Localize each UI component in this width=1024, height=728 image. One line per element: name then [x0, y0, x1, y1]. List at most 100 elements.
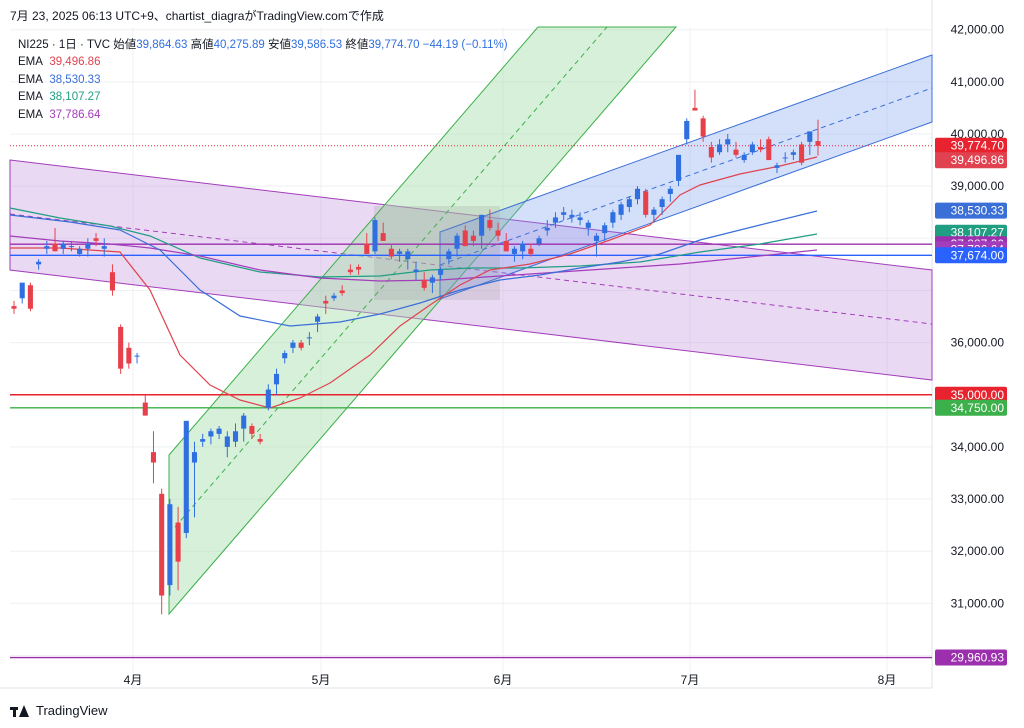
ema-value: 37,786.64 [49, 108, 101, 121]
price-tag [935, 152, 1007, 169]
x-tick-label: 8月 [878, 673, 897, 687]
price-tag-label: 39,496.86 [951, 153, 1005, 167]
candle-body [733, 149, 739, 155]
candle-body [700, 118, 706, 137]
price-tag-label: 37,674.00 [951, 248, 1005, 262]
price-tag-label: 35,000.00 [951, 388, 1005, 402]
ema-label: EMA [18, 108, 43, 121]
candle-body [85, 243, 91, 249]
symbol-label[interactable]: NI225 · 1日 · TVC [18, 39, 111, 51]
candle-body [331, 295, 337, 299]
price-tag [935, 399, 1007, 416]
ema-row[interactable]: EMA 38,530.33 [18, 72, 508, 89]
candle-body [118, 326, 124, 369]
ema-label: EMA [18, 73, 43, 86]
price-tag [935, 137, 1007, 154]
candle-body [372, 220, 378, 252]
ema-row[interactable]: EMA 38,107.27 [18, 89, 508, 106]
candle-body [19, 282, 25, 299]
x-tick-label: 5月 [312, 673, 331, 687]
candle-body [68, 246, 74, 248]
candle-body [479, 214, 485, 236]
candle-body [544, 227, 550, 231]
candle-body [462, 230, 468, 247]
candle-body [323, 300, 329, 304]
candle-body [774, 165, 780, 168]
candle-body [77, 248, 83, 254]
candle-body [273, 373, 280, 385]
candle-body [216, 428, 222, 434]
candle-body [60, 243, 66, 249]
descending-channel-midline [9, 213, 933, 325]
candle-body [356, 266, 362, 270]
candle-body [282, 353, 288, 359]
candle-body [93, 238, 99, 241]
y-tick-label: 41,000.00 [951, 75, 1005, 89]
candle-body [224, 436, 230, 447]
ema-line [9, 207, 818, 278]
candle-body [520, 243, 526, 252]
candle-body [167, 504, 173, 586]
candle-body [298, 342, 304, 348]
candle-body [618, 204, 624, 215]
ema-line [10, 156, 818, 409]
candle-body [421, 280, 427, 288]
candle-body [150, 452, 157, 463]
candle-body [495, 230, 501, 236]
candle-body [815, 141, 821, 146]
candle-body [347, 269, 353, 273]
brand-name: TradingView [36, 703, 108, 718]
candle-body [626, 199, 632, 208]
y-tick-label: 39,000.00 [951, 179, 1005, 193]
candle-body [265, 389, 271, 408]
candle-body [388, 248, 394, 257]
candle-body [708, 147, 714, 158]
candle-body [446, 251, 452, 260]
x-tick-label: 7月 [681, 673, 700, 687]
candle-body [807, 131, 813, 142]
candle-body [339, 290, 345, 294]
candle-body [470, 235, 476, 241]
y-tick-label: 42,000.00 [951, 23, 1005, 37]
y-tick-label: 31,000.00 [951, 596, 1005, 610]
candle-body [717, 144, 723, 153]
candle-body [454, 235, 460, 249]
candle-body [438, 269, 444, 275]
candle-body [200, 439, 206, 442]
price-tag-label: 39,774.70 [951, 139, 1005, 153]
candle-body [126, 347, 132, 364]
price-tag-label: 34,750.00 [951, 401, 1005, 415]
footer: TradingView [10, 703, 108, 718]
open-label: 始値 [113, 39, 137, 51]
candle-body [725, 139, 731, 145]
high-value: 40,275.89 [213, 39, 265, 51]
candle-body [561, 212, 567, 215]
candle-body [27, 285, 33, 309]
close-label: 終値 [345, 39, 369, 51]
candle-body [36, 261, 42, 265]
y-tick-label: 33,000.00 [951, 492, 1005, 506]
header-text: 7月 23, 2025 06:13 UTC+9、chartist_diagraが… [10, 9, 384, 23]
low-value: 39,586.53 [290, 39, 343, 51]
candle-body [134, 355, 140, 357]
candle-body [191, 452, 198, 463]
candle-body [249, 426, 255, 434]
price-tag [935, 247, 1007, 264]
close-value: 39,774.70 [368, 39, 420, 51]
ema-line [9, 210, 818, 327]
candle-body [11, 306, 17, 309]
candle-body [397, 251, 403, 254]
candle-body [257, 439, 263, 442]
candle-body [290, 342, 296, 348]
price-tag-label: 29,960.93 [951, 651, 1005, 665]
candle-body [799, 144, 805, 163]
candle-body [315, 316, 321, 322]
ema-row[interactable]: EMA 37,786.64 [18, 107, 508, 124]
candle-body [602, 225, 608, 234]
rising-channel-midline [439, 87, 933, 266]
candle-body [684, 120, 690, 140]
candle-body [577, 217, 583, 221]
ema-row[interactable]: EMA 39,496.86 [18, 54, 508, 71]
candle-body [503, 240, 509, 252]
